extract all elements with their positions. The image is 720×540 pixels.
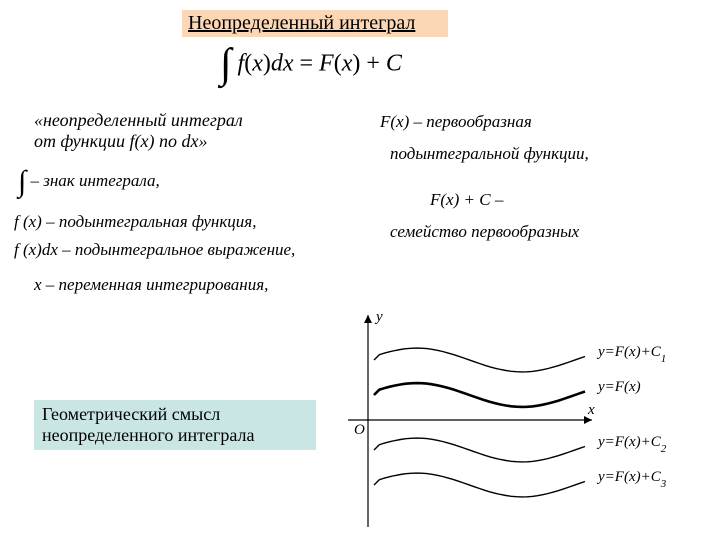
formula-paren: ( <box>244 50 252 76</box>
def-text: – подынтегральная функция, <box>42 212 257 231</box>
def-text: – первообразная <box>409 112 532 131</box>
def-antiderivative-line2: подынтегральной функции, <box>390 144 589 164</box>
svg-text:y=F(x)+C3: y=F(x)+C3 <box>596 469 667 490</box>
def-family-line2: семейство первообразных <box>390 222 579 242</box>
def-symbol: F(x) + C – <box>430 190 503 209</box>
def-integrand-expression: f (x)dx – подынтегральное выражение, <box>14 240 295 260</box>
integral-sign-icon: ∫ <box>220 48 232 82</box>
svg-text:y: y <box>374 309 383 325</box>
def-text: семейство первообразных <box>390 222 579 241</box>
def-family: F(x) + C – <box>430 190 503 210</box>
geometric-meaning-caption: Геометрический смыслнеопределенного инте… <box>34 400 316 450</box>
integral-sign-icon: ∫ <box>18 170 26 194</box>
def-symbol: f (x)dx <box>14 240 58 259</box>
def-symbol: f (x) <box>14 212 42 231</box>
svg-text:y=F(x)+C1: y=F(x)+C1 <box>596 344 666 365</box>
def-symbol: x <box>34 275 42 294</box>
page-title: Неопределенный интеграл <box>182 10 448 37</box>
caption-line: неопределенного интеграла <box>42 425 308 446</box>
svg-text:y=F(x)+C2: y=F(x)+C2 <box>596 434 667 455</box>
quote-line1: «неопределенный интеграл <box>34 110 243 131</box>
formula-eq: = <box>300 50 320 76</box>
formula-paren: ) <box>352 50 360 76</box>
formula-paren: ( <box>334 50 342 76</box>
def-integration-variable: x – переменная интегрирования, <box>34 275 268 295</box>
def-symbol: F(x) <box>380 112 409 131</box>
quote-line2: от функции f(x) по dx» <box>34 131 243 152</box>
formula-Fx: F <box>319 50 334 76</box>
formula-plus: + <box>366 50 386 76</box>
main-integral-formula: ∫ f(x)dx = F(x) + C <box>220 48 402 82</box>
formula-paren: ) <box>263 50 271 76</box>
caption-line: Геометрический смысл <box>42 404 308 425</box>
integral-reading-quote: «неопределенный интеграл от функции f(x)… <box>34 110 243 152</box>
svg-text:x: x <box>587 402 595 418</box>
formula-x: x <box>342 50 353 76</box>
formula-C: C <box>386 50 402 76</box>
def-text: подынтегральной функции, <box>390 144 589 163</box>
def-integral-sign: ∫ – знак интеграла, <box>18 170 160 194</box>
antiderivative-family-diagram: y x Oy=F(x)+C1 y=F(x) y=F(x)+C2 y=F(x)+C3 <box>340 305 710 535</box>
formula-dx: dx <box>271 50 294 76</box>
formula-x: x <box>252 50 263 76</box>
svg-text:O: O <box>354 422 365 438</box>
def-antiderivative: F(x) – первообразная <box>380 112 532 132</box>
def-integrand-function: f (x) – подынтегральная функция, <box>14 212 256 232</box>
def-text: – знак интеграла, <box>26 171 160 190</box>
def-text: – подынтегральное выражение, <box>58 240 295 259</box>
def-text: – переменная интегрирования, <box>42 275 269 294</box>
svg-text:y=F(x): y=F(x) <box>596 379 641 395</box>
